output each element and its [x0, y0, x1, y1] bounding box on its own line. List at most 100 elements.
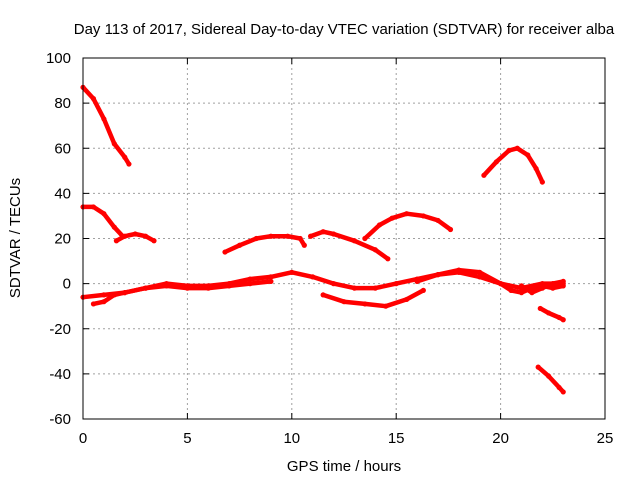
y-tick-label: 60: [54, 140, 71, 157]
data-point: [297, 235, 303, 242]
data-point: [289, 269, 295, 275]
data-point: [330, 231, 337, 237]
y-tick-label: 40: [54, 185, 71, 202]
data-point: [546, 310, 552, 316]
data-point: [301, 242, 307, 248]
data-point: [111, 141, 117, 147]
series-arc-14: [535, 364, 566, 395]
data-point: [560, 283, 566, 289]
data-point: [320, 229, 326, 235]
data-point: [420, 287, 426, 293]
data-point: [550, 281, 556, 287]
data-point: [385, 256, 391, 262]
data-point: [330, 281, 337, 287]
data-point: [556, 314, 562, 321]
axis-ticks: 0 5 10 15 20 25 -60 -40 -20 0 20 40 60 80 100: [46, 50, 613, 447]
data-point: [376, 222, 383, 228]
data-point: [90, 301, 97, 307]
data-point: [537, 305, 543, 312]
data-point: [535, 364, 541, 370]
series-arc-4: [222, 233, 307, 255]
data-point: [362, 301, 368, 307]
data-point: [539, 285, 545, 291]
data-point: [126, 161, 132, 167]
data-point: [268, 233, 274, 239]
data-point: [550, 285, 556, 291]
data-point: [560, 278, 566, 284]
data-point: [456, 267, 462, 273]
y-tick-label: 100: [46, 50, 71, 67]
data-traces: [80, 84, 566, 395]
data-point: [307, 233, 314, 239]
data-point: [560, 317, 566, 323]
data-point: [493, 159, 500, 165]
data-point: [268, 274, 274, 280]
data-point: [151, 238, 157, 244]
data-point: [122, 233, 128, 239]
data-point: [101, 292, 107, 298]
data-point: [414, 278, 420, 284]
data-point: [351, 238, 358, 244]
data-point: [113, 238, 120, 244]
data-point: [101, 211, 107, 217]
data-point: [404, 211, 410, 217]
data-point: [111, 292, 117, 298]
data-point: [556, 384, 562, 391]
data-point: [372, 247, 378, 253]
data-point: [184, 285, 190, 291]
x-tick-label: 20: [492, 430, 509, 447]
data-point: [351, 285, 358, 291]
data-point: [122, 290, 128, 296]
data-point: [247, 276, 253, 282]
data-point: [508, 287, 514, 293]
data-point: [514, 145, 520, 151]
data-point: [506, 147, 512, 154]
data-point: [477, 269, 483, 275]
chart-title: Day 113 of 2017, Sidereal Day-to-day VTE…: [74, 21, 615, 38]
data-point: [435, 272, 441, 278]
data-point: [546, 373, 552, 379]
y-tick-label: 0: [63, 276, 71, 293]
data-point: [341, 299, 347, 305]
data-point: [533, 165, 539, 172]
data-point: [111, 224, 117, 230]
data-point: [481, 172, 487, 178]
data-point: [285, 233, 291, 239]
x-tick-label: 0: [79, 430, 87, 447]
y-axis-label: SDTVAR / TECUs: [7, 178, 24, 298]
data-point: [268, 278, 274, 284]
data-point: [372, 285, 378, 291]
data-point: [389, 215, 395, 221]
data-point: [498, 281, 504, 287]
data-point: [362, 235, 368, 242]
data-point: [420, 213, 426, 219]
series-arc-7: [481, 146, 545, 185]
data-point: [226, 283, 232, 289]
y-tick-label: 20: [54, 231, 71, 248]
data-point: [132, 231, 138, 237]
data-point: [404, 296, 410, 303]
data-point: [247, 281, 253, 287]
data-point: [560, 389, 566, 395]
data-point: [205, 285, 211, 291]
x-tick-label: 15: [388, 430, 405, 447]
data-point: [518, 283, 525, 289]
x-axis-label: GPS time / hours: [287, 458, 401, 475]
data-point: [435, 217, 441, 224]
y-tick-label: 80: [54, 95, 71, 112]
data-point: [163, 283, 170, 289]
data-point: [447, 226, 454, 233]
data-point: [222, 249, 228, 255]
data-point: [529, 290, 535, 296]
x-tick-label: 10: [283, 430, 300, 447]
y-tick-label: -60: [49, 411, 71, 428]
y-tick-label: -20: [49, 321, 71, 338]
data-point: [525, 152, 531, 158]
data-point: [237, 242, 243, 248]
data-point: [122, 154, 128, 160]
x-tick-label: 25: [597, 430, 614, 447]
data-point: [90, 96, 97, 102]
data-point: [518, 290, 525, 296]
series-arc-10: [320, 288, 426, 309]
